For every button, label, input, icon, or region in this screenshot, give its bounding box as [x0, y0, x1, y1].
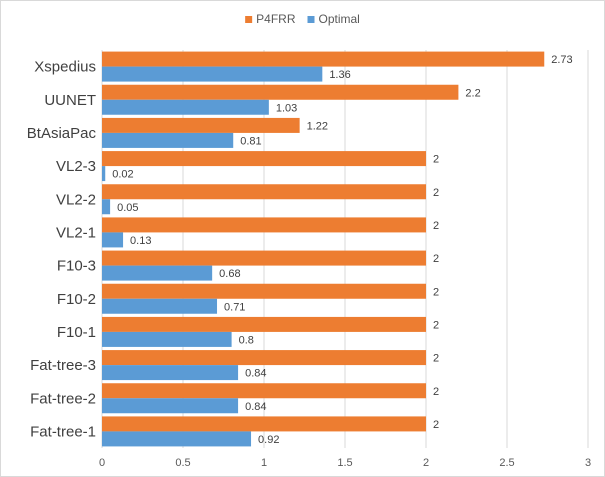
bar-optimal-f10-3 [102, 265, 213, 281]
bar-optimal-vl2-2 [102, 199, 111, 215]
legend-label-p4frr: P4FRR [256, 12, 296, 26]
bar-optimal-fat-tree-3 [102, 365, 239, 381]
category-label-vl2-2: VL2-2 [56, 191, 96, 208]
data-label-optimal-vl2-3: 0.02 [112, 169, 133, 181]
category-label-btasiapac: BtAsiaPac [27, 125, 97, 142]
data-labels: 2.73 1.36 2.2 1.03 1.22 0.81 2 0.02 2 0.05 2 0.13 2 0… [112, 54, 572, 446]
category-label-vl2-1: VL2-1 [56, 224, 96, 241]
category-label-fat-tree-2: Fat-tree-2 [30, 390, 96, 407]
x-tick-label-6: 3 [585, 457, 591, 469]
bar-optimal-btasiapac [102, 132, 234, 148]
bar-p4frr-vl2-1 [102, 217, 426, 233]
bar-p4frr-fat-tree-2 [102, 383, 426, 399]
category-label-fat-tree-1: Fat-tree-1 [30, 423, 96, 440]
data-label-optimal-fat-tree-2: 0.84 [245, 401, 266, 413]
x-tick-label-2: 1 [261, 457, 267, 469]
bars [102, 51, 545, 447]
data-label-optimal-btasiapac: 0.81 [240, 135, 261, 147]
data-label-p4frr-vl2-1: 2 [433, 220, 439, 232]
category-label-f10-3: F10-3 [57, 258, 96, 275]
bar-p4frr-f10-1 [102, 316, 426, 332]
bar-optimal-uunet [102, 99, 269, 115]
bar-p4frr-vl2-3 [102, 151, 426, 167]
bar-optimal-fat-tree-2 [102, 398, 239, 414]
data-label-optimal-xspedius: 1.36 [329, 69, 350, 81]
data-label-optimal-fat-tree-1: 0.92 [258, 434, 279, 446]
category-labels: Xspedius UUNET BtAsiaPac VL2-3 VL2-2 VL2-1 F10… [27, 59, 97, 441]
bar-optimal-f10-1 [102, 331, 232, 347]
data-label-optimal-f10-2: 0.71 [224, 301, 245, 313]
bar-p4frr-f10-2 [102, 283, 426, 299]
data-label-p4frr-xspedius: 2.73 [551, 54, 572, 66]
gridlines [101, 50, 589, 448]
category-label-f10-1: F10-1 [57, 324, 96, 341]
category-label-vl2-3: VL2-3 [56, 158, 96, 175]
x-tick-label-3: 1.5 [337, 457, 352, 469]
bar-p4frr-f10-3 [102, 250, 426, 266]
data-label-optimal-f10-1: 0.8 [239, 334, 254, 346]
data-label-optimal-vl2-1: 0.13 [130, 235, 151, 247]
bar-p4frr-xspedius [102, 51, 545, 67]
data-label-optimal-f10-3: 0.68 [219, 268, 240, 280]
data-label-optimal-fat-tree-3: 0.84 [245, 368, 266, 380]
bar-p4frr-fat-tree-1 [102, 416, 426, 432]
data-label-p4frr-fat-tree-1: 2 [433, 419, 439, 431]
data-label-p4frr-f10-3: 2 [433, 253, 439, 265]
x-tick-label-0: 0 [99, 457, 105, 469]
x-tick-label-4: 2 [423, 457, 429, 469]
bar-p4frr-btasiapac [102, 117, 300, 133]
category-label-f10-2: F10-2 [57, 291, 96, 308]
bar-optimal-f10-2 [102, 298, 218, 314]
x-tick-label-1: 0.5 [175, 457, 190, 469]
data-label-p4frr-fat-tree-2: 2 [433, 386, 439, 398]
category-label-xspedius: Xspedius [34, 59, 96, 76]
legend: P4FRR Optimal [245, 12, 360, 26]
bar-optimal-vl2-1 [102, 232, 124, 248]
data-label-p4frr-vl2-3: 2 [433, 154, 439, 166]
bar-optimal-xspedius [102, 66, 323, 82]
bar-p4frr-vl2-2 [102, 184, 426, 200]
data-label-p4frr-uunet: 2.2 [465, 87, 480, 99]
legend-swatch-optimal [307, 16, 315, 23]
data-label-p4frr-f10-2: 2 [433, 286, 439, 298]
bar-optimal-fat-tree-1 [102, 431, 252, 447]
legend-swatch-p4frr [245, 16, 253, 23]
legend-label-optimal: Optimal [319, 12, 360, 26]
data-label-p4frr-btasiapac: 1.22 [307, 120, 328, 132]
data-label-optimal-uunet: 1.03 [276, 102, 297, 114]
data-label-p4frr-vl2-2: 2 [433, 187, 439, 199]
data-label-p4frr-f10-1: 2 [433, 319, 439, 331]
data-label-p4frr-fat-tree-3: 2 [433, 353, 439, 365]
bar-p4frr-uunet [102, 84, 459, 100]
bar-p4frr-fat-tree-3 [102, 350, 426, 366]
category-label-uunet: UUNET [44, 92, 96, 109]
x-tick-label-5: 2.5 [499, 457, 514, 469]
category-label-fat-tree-3: Fat-tree-3 [30, 357, 96, 374]
x-tick-labels: 0 0.5 1 1.5 2 2.5 3 [99, 457, 591, 469]
data-label-optimal-vl2-2: 0.05 [117, 202, 138, 214]
bar-optimal-vl2-3 [102, 166, 106, 182]
